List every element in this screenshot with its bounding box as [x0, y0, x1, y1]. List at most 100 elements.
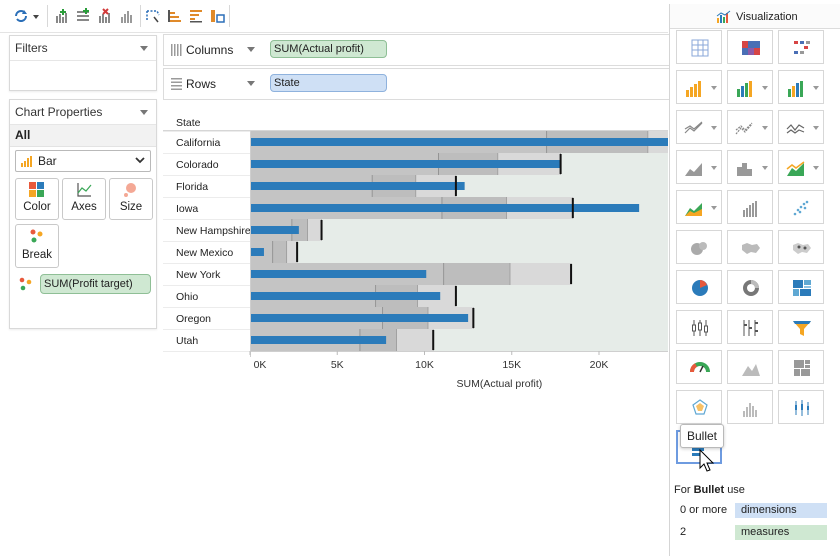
submenu-arrow-icon[interactable]	[711, 166, 717, 170]
viz-tile-heatmap[interactable]	[727, 30, 773, 64]
histogram-icon	[743, 403, 757, 417]
x-tick-label: 10K	[415, 359, 434, 371]
rows-pill[interactable]: State	[270, 74, 387, 92]
scatter-icon	[793, 200, 809, 216]
break-button[interactable]: Break	[15, 224, 59, 268]
chevron-down-icon	[135, 157, 145, 164]
profit-target-marker	[571, 198, 574, 218]
columns-pill[interactable]: SUM(Actual profit)	[270, 40, 387, 58]
category-label: Iowa	[176, 203, 198, 215]
viz-tile-area[interactable]	[676, 150, 722, 184]
label-icon[interactable]	[208, 6, 226, 26]
histogram-bars-icon	[743, 201, 757, 217]
viz-tile-treemap[interactable]	[778, 270, 824, 304]
filters-menu-icon[interactable]	[140, 46, 148, 51]
size-button[interactable]: Size	[109, 178, 153, 220]
symbol-map-icon	[793, 243, 811, 254]
viz-tile-radar[interactable]	[676, 390, 722, 424]
visualization-panel: Visualization Bullet For Bullet use 0 or…	[669, 4, 840, 556]
packed-icon	[794, 360, 810, 376]
profit-target-marker	[454, 176, 457, 196]
columns-menu-icon[interactable]	[247, 47, 255, 52]
columns-shelf: Columns SUM(Actual profit)	[163, 34, 670, 66]
swap-icon[interactable]	[12, 6, 40, 26]
submenu-arrow-icon[interactable]	[711, 86, 717, 90]
submenu-arrow-icon[interactable]	[762, 86, 768, 90]
submenu-arrow-icon[interactable]	[711, 126, 717, 130]
chart-properties-panel: Chart Properties All Bar Color Axes Size…	[9, 99, 157, 329]
viz-tile-funnel[interactable]	[778, 310, 824, 344]
chart-properties-title: Chart Properties	[10, 100, 156, 125]
viz-tile-high-low[interactable]	[778, 390, 824, 424]
add-rows-icon[interactable]	[74, 6, 92, 26]
viz-tile-gantt[interactable]	[727, 310, 773, 344]
submenu-arrow-icon[interactable]	[813, 166, 819, 170]
viz-tile-box-plot[interactable]	[676, 310, 722, 344]
remove-icon[interactable]	[96, 6, 114, 26]
submenu-arrow-icon[interactable]	[813, 126, 819, 130]
mark-type-select[interactable]: Bar	[15, 150, 151, 172]
viz-tile-histogram-bars[interactable]	[727, 190, 773, 224]
sort-descending-icon[interactable]	[187, 6, 205, 26]
requirements-prefix: For	[674, 484, 691, 496]
discrete-area-icon	[737, 163, 752, 176]
profit-target-marker	[432, 330, 435, 350]
submenu-arrow-icon[interactable]	[711, 206, 717, 210]
chart-canvas: State California Colorado Florida Iowa New Ha…	[163, 117, 678, 390]
actual-profit-bar	[250, 314, 469, 322]
rows-label: Rows	[186, 77, 217, 91]
submenu-arrow-icon[interactable]	[762, 166, 768, 170]
viz-tile-bar[interactable]	[676, 70, 722, 104]
line-icon	[684, 121, 703, 134]
viz-tile-dual-line[interactable]	[727, 110, 773, 144]
viz-tile-pie[interactable]	[676, 270, 722, 304]
lasso-icon[interactable]	[144, 6, 162, 26]
viz-tile-histogram[interactable]	[727, 390, 773, 424]
viz-tile-mountain[interactable]	[727, 350, 773, 384]
viz-tile-bubble-map[interactable]	[676, 230, 722, 264]
bullet-tooltip: Bullet	[680, 424, 725, 448]
add-columns-icon[interactable]	[53, 6, 71, 26]
axes-button[interactable]: Axes	[62, 178, 106, 220]
requirements-title: For Bullet use	[674, 484, 745, 496]
viz-tile-combo[interactable]	[676, 190, 722, 224]
color-button[interactable]: Color	[15, 178, 59, 220]
chart-properties-menu-icon[interactable]	[140, 110, 148, 115]
viz-tile-filled-map[interactable]	[727, 230, 773, 264]
filters-panel: Filters	[9, 35, 157, 91]
viz-tile-dual-axis[interactable]	[778, 150, 824, 184]
viz-tile-discrete-area[interactable]	[727, 150, 773, 184]
color-icon	[29, 182, 44, 197]
highlight-table-icon	[794, 41, 810, 54]
viz-tile-scatter[interactable]	[778, 190, 824, 224]
scope-tab-all[interactable]: All	[10, 125, 156, 147]
mountain-icon	[742, 364, 760, 376]
bar-mark-icon	[21, 156, 32, 167]
bar-chart-icon[interactable]	[118, 6, 136, 26]
viz-tile-side-by-side-bar[interactable]	[778, 70, 824, 104]
actual-profit-bar	[250, 292, 441, 300]
mark-type-value: Bar	[38, 154, 57, 168]
viz-tile-table[interactable]	[676, 30, 722, 64]
profit-target-pill[interactable]: SUM(Profit target)	[40, 274, 151, 294]
rows-shelf: Rows State	[163, 68, 670, 100]
submenu-arrow-icon[interactable]	[762, 126, 768, 130]
viz-tile-stacked-bar[interactable]	[727, 70, 773, 104]
rows-menu-icon[interactable]	[247, 81, 255, 86]
viz-tile-donut[interactable]	[727, 270, 773, 304]
viz-tile-continuous-line[interactable]	[778, 110, 824, 144]
heatmap-icon	[742, 41, 760, 55]
area-icon	[685, 163, 702, 176]
actual-profit-bar	[250, 182, 465, 190]
viz-tile-highlight-table[interactable]	[778, 30, 824, 64]
viz-tile-line[interactable]	[676, 110, 722, 144]
measures-count: 2	[680, 526, 687, 538]
bullet-chart: State California Colorado Florida Iowa New Ha…	[163, 104, 678, 401]
viz-tile-gauge[interactable]	[676, 350, 722, 384]
sort-ascending-icon[interactable]	[165, 6, 183, 26]
viz-tile-packed[interactable]	[778, 350, 824, 384]
viz-tile-symbol-map[interactable]	[778, 230, 824, 264]
submenu-arrow-icon[interactable]	[813, 86, 819, 90]
columns-label: Columns	[186, 43, 234, 57]
actual-profit-bar	[250, 138, 668, 146]
